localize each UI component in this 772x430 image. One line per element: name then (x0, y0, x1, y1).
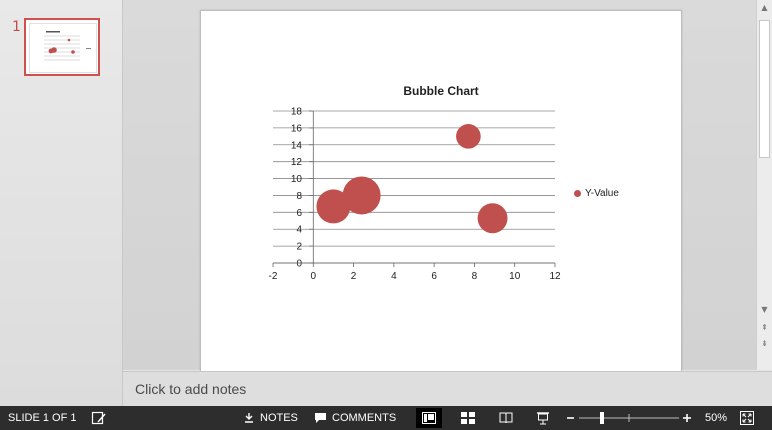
y-tick-label: 4 (296, 225, 302, 236)
legend-marker (574, 190, 581, 197)
slide-sorter-icon (461, 412, 475, 424)
slide-thumbnail-pane: 1 (0, 0, 123, 406)
x-tick-label: 8 (472, 271, 478, 282)
y-tick-label: 12 (291, 157, 303, 168)
bubble-point-3 (456, 124, 481, 149)
zoom-out-button[interactable] (566, 406, 575, 430)
y-tick-label: 10 (291, 174, 303, 185)
comments-button[interactable]: COMMENTS (314, 406, 396, 430)
slide-thumbnail-chart (44, 31, 91, 61)
fit-slide-button[interactable] (740, 406, 754, 430)
bubble-chart[interactable]: 0 2 4 6 8 10 12 14 16 18 -2 0 2 4 6 8 10 12 (201, 11, 681, 371)
y-tick-label: 2 (296, 242, 302, 253)
zoom-level[interactable]: 50% (705, 412, 728, 424)
zoom-in-button[interactable] (682, 406, 692, 430)
scroll-down-arrow-icon[interactable]: ▼ (761, 305, 768, 314)
chart-legend: Y-Value (574, 188, 619, 199)
minus-icon (567, 417, 574, 419)
y-tick-label: 8 (296, 191, 302, 202)
legend-label: Y-Value (585, 188, 619, 199)
y-tick-label: 0 (296, 259, 302, 270)
vertical-scrollbar[interactable]: ▲ ▼ ⇞ ⇟ (756, 0, 772, 370)
chart-title: Bubble Chart (403, 84, 479, 98)
y-tick-label: 6 (296, 208, 302, 219)
scroll-up-arrow-icon[interactable]: ▲ (761, 3, 768, 12)
x-tick-label: 6 (431, 271, 437, 282)
notes-pane[interactable]: Click to add notes (123, 371, 772, 406)
plus-icon (683, 414, 691, 422)
x-tick-label: 2 (351, 271, 357, 282)
x-tick-label: 12 (549, 271, 561, 282)
next-slide-icon[interactable]: ⇟ (761, 339, 768, 348)
reading-view-button[interactable] (493, 408, 519, 428)
scrollbar-thumb[interactable] (759, 20, 770, 158)
slide-thumbnail-number: 1 (12, 19, 21, 35)
slide-canvas[interactable]: Bubble Chart 0 2 4 6 8 10 12 14 16 18 -2 0 2 4 6 8 10 12 … (200, 10, 682, 372)
slide-indicator: SLIDE 1 OF 1 (8, 412, 77, 424)
normal-view-icon (422, 412, 436, 424)
previous-slide-icon[interactable]: ⇞ (761, 323, 768, 332)
x-tick-label: 4 (391, 271, 397, 282)
slide-editing-area: Bubble Chart 0 2 4 6 8 10 12 14 16 18 -2 0 2 4 6 8 10 12 … (123, 0, 756, 372)
notes-placeholder: Click to add notes (135, 381, 247, 397)
slide-thumbnail-preview (29, 23, 97, 73)
x-tick-label: -2 (269, 271, 278, 282)
bubble-point-4 (477, 203, 508, 234)
normal-view-button[interactable] (416, 408, 442, 428)
notes-button[interactable]: NOTES (243, 406, 298, 430)
zoom-slider-track (579, 412, 679, 424)
y-tick-label: 18 (291, 107, 303, 118)
y-tick-label: 14 (291, 140, 303, 151)
x-tick-label: 10 (509, 271, 521, 282)
status-bar: SLIDE 1 OF 1 NOTES COMMENTS (0, 406, 772, 430)
reading-view-icon (499, 412, 513, 424)
spell-check-icon[interactable] (91, 406, 107, 430)
bubble-point-1 (316, 189, 351, 224)
slide-show-icon (537, 411, 549, 424)
y-tick-label: 16 (291, 123, 303, 134)
fit-to-window-icon (740, 411, 754, 425)
zoom-slider[interactable] (579, 406, 679, 430)
slide-sorter-button[interactable] (455, 408, 481, 428)
bubble-point-2 (342, 176, 381, 215)
slide-thumbnail[interactable] (24, 18, 100, 76)
x-tick-label: 0 (311, 271, 317, 282)
comment-icon (315, 413, 326, 423)
notes-icon (245, 413, 253, 423)
slide-show-button[interactable] (530, 408, 556, 428)
